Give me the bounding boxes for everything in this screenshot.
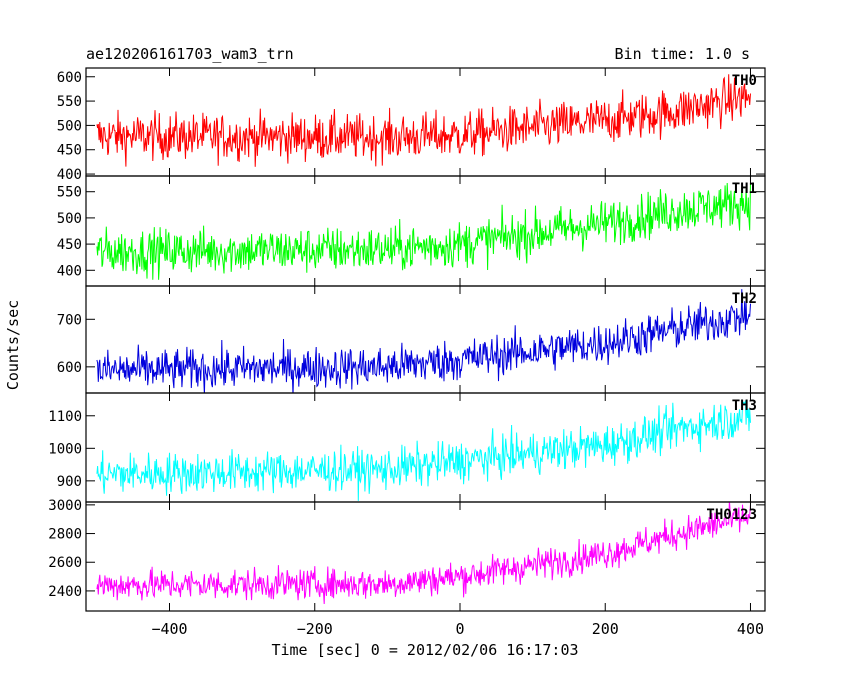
y-tick-label: 600: [57, 70, 82, 86]
panel-th2: 600 700 TH2: [57, 285, 766, 394]
panel-th1: 400 450 500 550 TH1: [57, 175, 766, 287]
panel-th0123: 2400 2600 2800 3000 TH0123: [48, 498, 766, 612]
y-tick-label: 400: [57, 263, 82, 279]
series-line-th0: [96, 74, 751, 167]
y-tick-label: 3000: [48, 498, 82, 514]
chart-title: ae120206161703_wam3_trn: [86, 45, 294, 63]
panel-th3: 900 1000 1100 TH3: [48, 392, 766, 503]
y-tick-label: 2400: [48, 584, 82, 600]
y-tick-label: 550: [57, 94, 82, 110]
y-tick-label: 900: [57, 474, 82, 490]
series-line-th2: [96, 289, 751, 393]
y-tick-label: 500: [57, 118, 82, 134]
panel-th0: 400 450 500 550 600 TH0: [57, 67, 766, 183]
y-tick-label: 2600: [48, 555, 82, 571]
x-tick-label: −200: [297, 620, 333, 638]
x-tick-label: 0: [455, 620, 464, 638]
y-tick-label: 600: [57, 360, 82, 376]
x-tick-label: −400: [151, 620, 187, 638]
y-tick-label: 450: [57, 143, 82, 159]
y-tick-label: 700: [57, 312, 82, 328]
y-tick-label: 450: [57, 237, 82, 253]
panel-frame: [85, 392, 766, 503]
series-line-th3: [96, 400, 751, 501]
panel-label: TH0: [732, 73, 757, 89]
panel-label: TH3: [732, 398, 757, 414]
y-tick-label: 500: [57, 211, 82, 227]
series-line-th0123: [96, 502, 751, 605]
bin-time-label: Bin time: 1.0 s: [614, 45, 750, 63]
x-tick-label: 200: [592, 620, 619, 638]
y-axis-label: Counts/sec: [4, 300, 22, 390]
panel-label: TH1: [732, 181, 757, 197]
panel-frame: [85, 175, 766, 287]
x-tick-label: 400: [737, 620, 764, 638]
panel-frame: [85, 501, 766, 612]
y-tick-label: 400: [57, 167, 82, 183]
panel-label: TH0123: [706, 507, 757, 523]
x-axis-label: Time [sec] 0 = 2012/02/06 16:17:03: [271, 641, 578, 659]
y-tick-label: 2800: [48, 527, 82, 543]
y-tick-label: 1000: [48, 441, 82, 457]
y-tick-label: 1100: [48, 409, 82, 425]
y-tick-label: 550: [57, 185, 82, 201]
series-line-th1: [96, 182, 751, 280]
panel-label: TH2: [732, 291, 757, 307]
